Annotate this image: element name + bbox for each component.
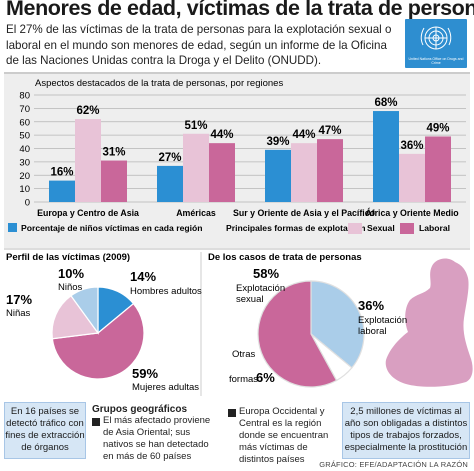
- pie-charts: Perfil de las víctimas (2009)14% Hombres …: [4, 248, 473, 396]
- silhouette-shape: [385, 258, 473, 387]
- y-tick-label: 50: [19, 131, 30, 142]
- page-title: Menores de edad, víctimas de la trata de…: [6, 0, 474, 20]
- logo-caption: United Nations Office on Drugs and Crime: [408, 57, 464, 65]
- pie-slice: [70, 286, 99, 335]
- bullet-square-icon: [92, 418, 100, 426]
- y-tick-label: 30: [19, 157, 30, 168]
- bar-value-label: 49%: [426, 122, 449, 134]
- pie1-category-label: Hombres adultos: [130, 286, 202, 297]
- category-label: África y Oriente Medio: [365, 208, 459, 218]
- legend-swatch-blue: [8, 223, 17, 232]
- intro-text: El 27% de las víctimas de la trata de pe…: [6, 23, 392, 68]
- bar-value-label: 44%: [210, 129, 233, 141]
- y-tick-label: 40: [19, 144, 30, 155]
- bullet-square-icon: [228, 409, 236, 417]
- pie2-value-label: 6%: [256, 370, 275, 385]
- group-asia-text: El más afectado proviene de Asia Orienta…: [103, 415, 211, 462]
- bottom-info: En 16 países se detectó tráfico con fine…: [0, 400, 474, 471]
- y-tick-label: 80: [19, 91, 30, 102]
- pie1-category-label: Niños: [58, 282, 83, 293]
- bar-value-label: 62%: [76, 105, 99, 117]
- pie2-category-label: Explotación: [358, 315, 407, 326]
- pie-slice: [51, 302, 145, 380]
- bar: [291, 143, 317, 202]
- organs-box: En 16 países se detectó tráfico con fine…: [4, 402, 86, 459]
- groups-title: Grupos geográficos: [92, 404, 188, 415]
- category-label: Sur y Oriente de Asia y el Pacífico: [233, 208, 376, 218]
- un-logo: United Nations Office on Drugs and Crime: [405, 19, 467, 68]
- legend-label: Porcentaje de niños víctimas en cada reg…: [21, 223, 202, 233]
- pie2-value-label: 36%: [358, 298, 384, 313]
- legend-label: Sexual: [367, 223, 395, 233]
- pie1-title: Perfil de las víctimas (2009): [6, 252, 130, 263]
- y-tick-label: 0: [25, 198, 30, 209]
- y-tick-label: 70: [19, 104, 30, 115]
- category-label: Europa y Centro de Asia: [37, 208, 139, 218]
- bar: [425, 136, 451, 202]
- group-europe-text: Europa Occidental y Central es la región…: [239, 406, 329, 465]
- pie2-category-label: laboral: [358, 326, 387, 337]
- un-emblem-icon: [420, 26, 452, 50]
- bar-value-label: 39%: [266, 136, 289, 148]
- pie2-category-label: Otras: [232, 349, 255, 360]
- pie-slice: [310, 280, 365, 369]
- pie2-value-label: 58%: [253, 266, 279, 281]
- category-label: Américas: [176, 208, 216, 218]
- y-tick-label: 60: [19, 117, 30, 128]
- pie-slice: [51, 294, 100, 340]
- legend-swatch-lightpink: [348, 223, 362, 234]
- bar-chart-title: Aspectos destacados de la trata de perso…: [35, 78, 283, 89]
- bar: [49, 180, 75, 202]
- bar: [373, 111, 399, 202]
- bar-value-label: 16%: [50, 167, 73, 179]
- kneeling-woman-silhouette: [385, 258, 473, 387]
- pie1-value-label: 14%: [130, 269, 156, 284]
- pie1-value-label: 59%: [132, 366, 158, 381]
- bar: [209, 143, 235, 202]
- bar-chart: Aspectos destacados de la trata de perso…: [8, 78, 466, 234]
- pie-slice: [257, 280, 338, 388]
- bar-value-label: 47%: [318, 125, 341, 137]
- bar: [101, 160, 127, 202]
- legend-label: Laboral: [419, 223, 450, 233]
- credit-text: GRÁFICO: EFE/ADAPTACIÓN LA RAZÓN: [319, 460, 468, 469]
- forced-labor-box: 2,5 millones de víctimas al año son obli…: [342, 402, 470, 459]
- bar: [265, 149, 291, 202]
- pie1-category-label: Mujeres adultas: [132, 382, 199, 393]
- bar-value-label: 51%: [184, 120, 207, 132]
- pie2-category-label: formas: [229, 374, 258, 385]
- pie2-title: De los casos de trata de personas: [208, 252, 362, 263]
- pie1-category-label: Niñas: [6, 308, 31, 319]
- bar: [399, 153, 425, 202]
- bar-value-label: 36%: [400, 140, 423, 152]
- pie1-value-label: 17%: [6, 292, 32, 307]
- bar-value-label: 27%: [158, 152, 181, 164]
- pie2-category-label: Explotación: [236, 283, 285, 294]
- pie2-category-label: sexual: [236, 294, 263, 305]
- bar-value-label: 31%: [102, 147, 125, 159]
- bar-value-label: 68%: [374, 97, 397, 109]
- y-tick-label: 10: [19, 184, 30, 195]
- bar-value-label: 44%: [292, 129, 315, 141]
- bar: [157, 165, 183, 202]
- bar: [75, 119, 101, 202]
- legend-swatch-pink: [400, 223, 414, 234]
- bar: [317, 139, 343, 202]
- pie1-value-label: 10%: [58, 266, 84, 281]
- bar-chart-panel: Aspectos destacados de la trata de perso…: [4, 72, 470, 250]
- y-tick-label: 20: [19, 171, 30, 182]
- bar: [183, 133, 209, 202]
- legend-group-label: Principales formas de explotación: [226, 223, 365, 233]
